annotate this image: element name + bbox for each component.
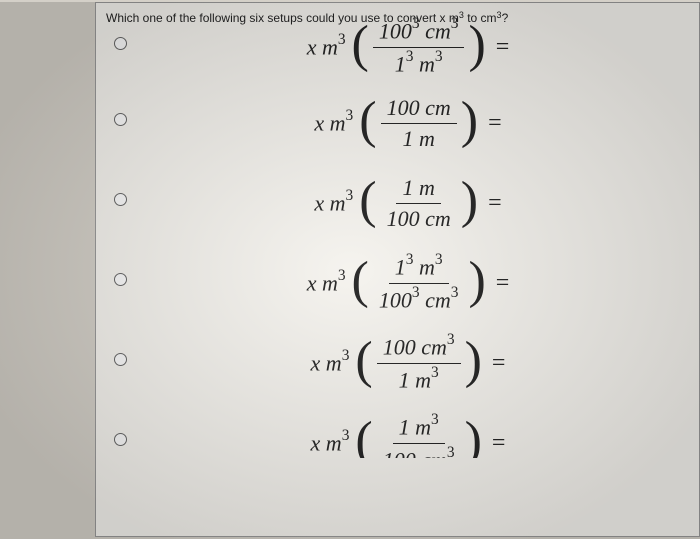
equals-sign: = [492,430,506,457]
option-row[interactable]: x m3 ( 13 m3 1003 cm3 ) = [106,243,689,323]
option-row[interactable]: x m3 ( 1 m 100 cm ) = [106,163,689,243]
equals-sign: = [488,110,502,137]
radio-button[interactable] [114,353,127,366]
denominator: 1 m3 [393,364,445,393]
radio-button[interactable] [114,37,127,50]
option-row[interactable]: x m3 ( 1 m3 100 cm3 ) = [106,403,689,458]
option-row[interactable]: x m3 ( 100 cm3 1 m3 ) = [106,323,689,403]
q-sup2: 3 [497,10,502,20]
formula-6: x m3 ( 1 m3 100 cm3 ) = [127,403,689,458]
numerator: 13 m3 [389,253,449,283]
x-m3-prefix: x m3 [314,189,353,216]
option-row[interactable]: x m3 ( 1003 cm3 13 m3 ) = [106,29,689,83]
option-row[interactable]: x m3 ( 100 cm 1 m ) = [106,83,689,163]
numerator: 1003 cm3 [373,17,465,47]
question-panel: Which one of the following six setups co… [95,2,700,537]
x-m3-prefix: x m3 [311,349,350,376]
x-m3-prefix: x m3 [311,429,350,456]
q-sup1: 3 [459,10,464,20]
numerator: 1 m [396,175,440,204]
options-area: x m3 ( 1003 cm3 13 m3 ) = x m3 ( 100 cm … [96,29,699,458]
denominator: 1003 cm3 [373,284,465,313]
radio-button[interactable] [114,273,127,286]
equals-sign: = [488,190,502,217]
denominator: 13 m3 [389,48,449,77]
formula-5: x m3 ( 100 cm3 1 m3 ) = [127,323,689,403]
numerator: 1 m3 [393,413,445,443]
x-m3-prefix: x m3 [314,109,353,136]
formula-1: x m3 ( 1003 cm3 13 m3 ) = [127,11,689,83]
formula-4: x m3 ( 13 m3 1003 cm3 ) = [127,243,689,323]
denominator: 100 cm [381,204,457,232]
numerator: 100 cm [381,95,457,124]
denominator: 1 m [396,124,440,152]
radio-button[interactable] [114,433,127,446]
equals-sign: = [496,270,510,297]
x-m3-prefix: x m3 [307,33,346,60]
numerator: 100 cm3 [377,333,461,363]
denominator: 100 cm3 [377,444,461,459]
equals-sign: = [492,350,506,377]
equals-sign: = [496,34,510,61]
radio-button[interactable] [114,113,127,126]
radio-button[interactable] [114,193,127,206]
x-m3-prefix: x m3 [307,269,346,296]
formula-3: x m3 ( 1 m 100 cm ) = [127,163,689,243]
formula-2: x m3 ( 100 cm 1 m ) = [127,83,689,163]
